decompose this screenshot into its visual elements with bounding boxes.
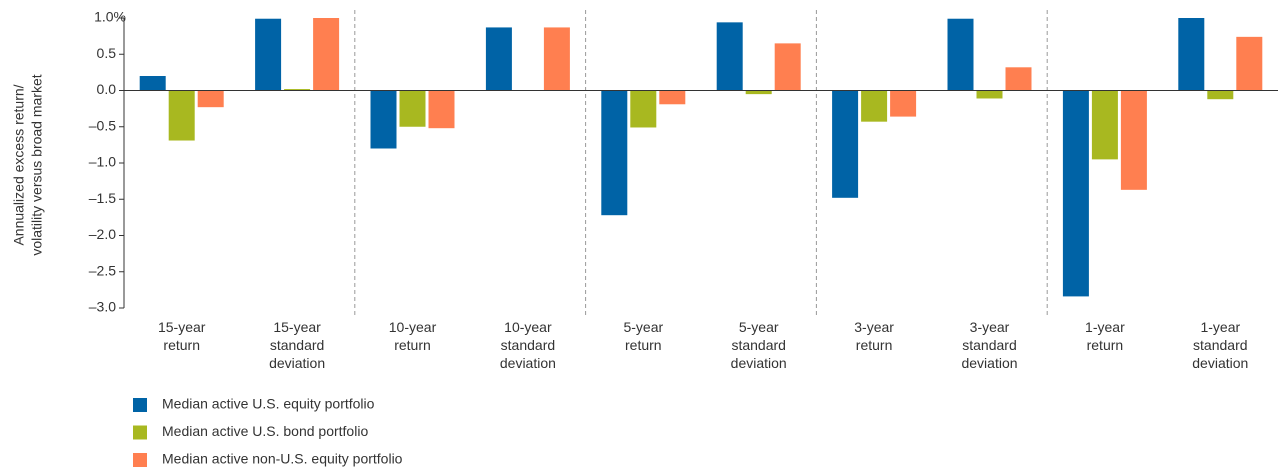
bar (139, 76, 166, 91)
y-tick-label: 0.5 (97, 45, 117, 61)
legend-swatch (133, 453, 147, 467)
bar (774, 43, 801, 91)
x-tick-label: 1-year return (1085, 319, 1125, 353)
bar (284, 89, 311, 91)
bar (370, 90, 397, 149)
bar (1062, 90, 1089, 297)
y-tick-label: –1.5 (89, 190, 116, 206)
legend-swatch (133, 398, 147, 412)
bar (399, 90, 426, 127)
bar (601, 90, 628, 216)
y-tick-label: –3.0 (89, 299, 116, 315)
bar (543, 27, 570, 91)
bar (745, 90, 772, 95)
bar (630, 90, 657, 128)
bar (716, 22, 743, 91)
bar (1120, 90, 1147, 190)
bar (890, 90, 917, 117)
x-tick-label: 3-year return (854, 319, 894, 353)
bar (1091, 90, 1118, 160)
bar (1005, 67, 1032, 91)
legend-label: Median active U.S. bond portfolio (162, 423, 368, 439)
x-tick-label: 1-year standard deviation (1192, 319, 1248, 371)
bar (485, 27, 512, 91)
legend-label: Median active U.S. equity portfolio (162, 396, 375, 412)
x-tick-label: 10-year return (389, 319, 437, 353)
x-tick-label: 15-year return (158, 319, 206, 353)
x-tick-label: 5-year return (623, 319, 663, 353)
y-axis-label: Annualized excess return/ (11, 84, 27, 245)
y-tick-label: –1.0 (89, 154, 116, 170)
y-tick-label: 0.0 (97, 81, 117, 97)
y-tick-label: –0.5 (89, 117, 116, 133)
bar (255, 18, 282, 91)
bar (1178, 18, 1205, 91)
bar (976, 90, 1003, 99)
legend-label: Median active non-U.S. equity portfolio (162, 451, 403, 467)
x-tick-label: 3-year standard deviation (961, 319, 1017, 371)
x-tick-label: 10-year standard deviation (500, 319, 556, 371)
legend-swatch (133, 425, 147, 440)
y-tick-label: 1.0% (94, 9, 126, 25)
bar (861, 90, 888, 122)
bar (168, 90, 195, 141)
bar (947, 18, 974, 91)
bar (313, 18, 340, 91)
bar (832, 90, 859, 198)
x-tick-label: 5-year standard deviation (731, 319, 787, 371)
bar (1207, 90, 1234, 100)
x-tick-label: 15-year standard deviation (269, 319, 325, 371)
bar (197, 90, 224, 108)
bar (1236, 36, 1263, 91)
y-axis-label: volatility versus broad market (29, 74, 45, 255)
bar (428, 90, 455, 129)
y-tick-label: –2.5 (89, 262, 116, 278)
bar (659, 90, 686, 105)
y-tick-label: –2.0 (89, 226, 116, 242)
